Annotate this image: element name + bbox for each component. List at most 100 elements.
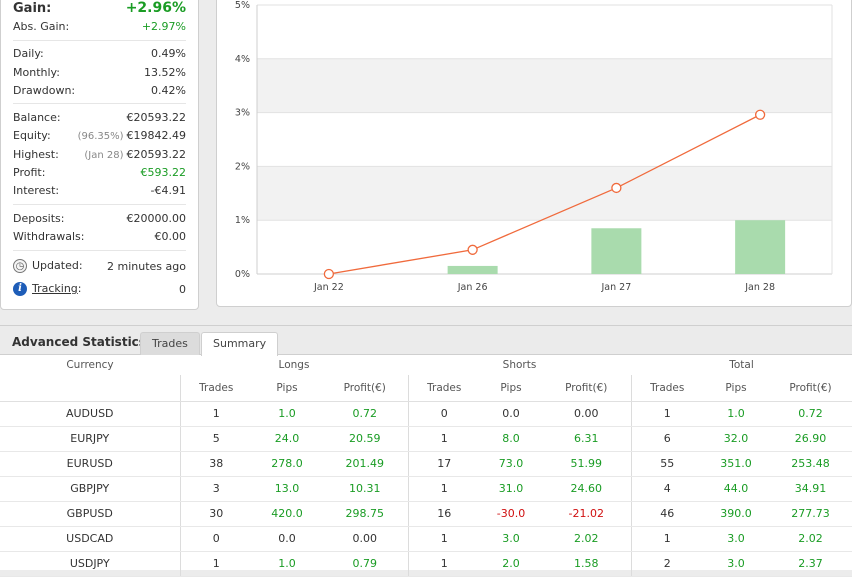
highest-note: (Jan 28) bbox=[84, 149, 124, 161]
data-point bbox=[611, 182, 622, 194]
bar bbox=[591, 228, 642, 274]
currency-header: Currency bbox=[66, 359, 114, 371]
deposits-label: Deposits: bbox=[13, 211, 65, 225]
daily-value: 0.49% bbox=[151, 47, 186, 61]
table-row: USDCAD 0 0.0 0.00 1 3.0 2.02 1 3.0 2.02 bbox=[0, 526, 852, 552]
daily-row: Daily: 0.49% bbox=[13, 45, 186, 63]
longs-trades-header: Trades bbox=[180, 375, 252, 402]
gain-label: Gain: bbox=[13, 0, 52, 16]
shorts-trades-header: Trades bbox=[408, 375, 480, 402]
table-row: AUDUSD 1 1.0 0.72 0 0.0 0.00 1 1.0 0.72 bbox=[0, 401, 852, 427]
x-tick-label: Jan 26 bbox=[457, 282, 488, 293]
monthly-label: Monthly: bbox=[13, 65, 60, 79]
balance-row: Balance: €20593.22 bbox=[13, 108, 186, 126]
withdrawals-label: Withdrawals: bbox=[13, 229, 85, 243]
y-tick-label: 2% bbox=[235, 161, 250, 172]
abs-gain-row: Abs. Gain: +2.97% bbox=[13, 17, 186, 35]
withdrawals-row: Withdrawals: €0.00 bbox=[13, 227, 186, 245]
gain-value: +2.96% bbox=[125, 0, 186, 17]
deposits-row: Deposits: €20000.00 bbox=[13, 209, 186, 227]
monthly-row: Monthly: 13.52% bbox=[13, 63, 186, 81]
shorts-header: Shorts bbox=[502, 359, 537, 371]
y-tick-label: 4% bbox=[235, 54, 250, 65]
updated-value: 2 minutes ago bbox=[107, 259, 186, 273]
updated-row: ◷ Updated: 2 minutes ago bbox=[13, 255, 186, 278]
table-row: GBPUSD 30 420.0 298.75 16 -30.0 -21.02 4… bbox=[0, 501, 852, 527]
table-row: EURJPY 5 24.0 20.59 1 8.0 6.31 6 32.0 26… bbox=[0, 426, 852, 452]
drawdown-row: Drawdown: 0.42% bbox=[13, 81, 186, 99]
total-pips-header: Pips bbox=[703, 375, 769, 402]
shorts-pips-header: Pips bbox=[480, 375, 542, 402]
total-header: Total bbox=[729, 359, 754, 371]
advanced-statistics-panel: Advanced Statistics Trades Summary Curre… bbox=[0, 325, 852, 577]
bar bbox=[447, 265, 498, 274]
data-point bbox=[754, 109, 766, 120]
tracking-value: 0 bbox=[179, 282, 186, 296]
equity-value: €19842.49 bbox=[126, 129, 187, 143]
grid-band bbox=[257, 58, 832, 113]
bar bbox=[735, 220, 786, 274]
highest-value: €20593.22 bbox=[126, 147, 187, 161]
growth-chart: 0% 1% 2% 3% 4% 5% Jan 22 Jan 26 Jan 27 Jan 28 bbox=[235, 0, 833, 293]
updated-label: Updated: bbox=[32, 259, 83, 273]
gain-row: Gain: +2.96% bbox=[13, 0, 186, 17]
longs-header: Longs bbox=[278, 359, 310, 371]
y-tick-label: 1% bbox=[235, 215, 250, 226]
y-tick-label: 0% bbox=[235, 269, 250, 280]
advanced-statistics-header: Advanced Statistics Trades Summary bbox=[0, 326, 852, 356]
tracking-row: i Tracking: 0 bbox=[13, 278, 186, 301]
equity-note: (96.35%) bbox=[77, 131, 124, 143]
y-tick-label: 3% bbox=[235, 108, 250, 119]
profit-value: €593.22 bbox=[140, 166, 187, 180]
equity-label: Equity: bbox=[13, 129, 51, 143]
longs-pips-header: Pips bbox=[252, 375, 322, 402]
series-line bbox=[328, 114, 761, 275]
tab-trades[interactable]: Trades bbox=[140, 332, 200, 355]
profit-label: Profit: bbox=[13, 166, 46, 180]
table-row: GBPJPY 3 13.0 10.31 1 31.0 24.60 4 44.0 … bbox=[0, 476, 852, 502]
daily-label: Daily: bbox=[13, 47, 44, 61]
withdrawals-value: €0.00 bbox=[154, 229, 187, 243]
x-tick-label: Jan 22 bbox=[313, 282, 344, 293]
total-trades-header: Trades bbox=[631, 375, 703, 402]
abs-gain-value: +2.97% bbox=[141, 19, 186, 33]
tracking-link[interactable]: Tracking bbox=[32, 282, 78, 296]
interest-value: -€4.91 bbox=[150, 184, 186, 198]
balance-value: €20593.22 bbox=[126, 111, 187, 125]
table-row: EURUSD 38 278.0 201.49 17 73.0 51.99 55 … bbox=[0, 451, 852, 477]
summary-table: Currency Longs Shorts Total Trades Pips … bbox=[0, 355, 852, 577]
account-stats-panel: Gain: +2.96% Abs. Gain: +2.97% Daily: 0.… bbox=[0, 0, 199, 310]
y-tick-label: 5% bbox=[235, 0, 250, 11]
group-header-row: Currency Longs Shorts Total bbox=[0, 355, 852, 375]
x-tick-label: Jan 28 bbox=[744, 282, 775, 293]
gain-group: Gain: +2.96% Abs. Gain: +2.97% bbox=[13, 0, 186, 41]
advanced-statistics-title: Advanced Statistics bbox=[12, 335, 146, 349]
clock-icon: ◷ bbox=[13, 259, 27, 274]
highest-label: Highest: bbox=[13, 147, 59, 161]
status-group: ◷ Updated: 2 minutes ago i Tracking: 0 bbox=[13, 251, 186, 305]
deposits-value: €20000.00 bbox=[126, 211, 187, 225]
data-point bbox=[467, 244, 478, 255]
rates-group: Daily: 0.49% Monthly: 13.52% Drawdown: 0… bbox=[13, 41, 186, 105]
info-icon: i bbox=[13, 282, 27, 297]
monthly-value: 13.52% bbox=[144, 65, 186, 79]
growth-chart-panel: 0% 1% 2% 3% 4% 5% Jan 22 Jan 26 Jan 27 Jan 28 bbox=[216, 0, 852, 307]
balance-group: Balance: €20593.22 Equity: (96.35%) €1984… bbox=[13, 104, 187, 205]
drawdown-label: Drawdown: bbox=[13, 83, 76, 97]
abs-gain-label: Abs. Gain: bbox=[13, 19, 70, 33]
profit-row: Profit: €593.22 bbox=[13, 163, 186, 181]
tab-summary[interactable]: Summary bbox=[201, 332, 279, 356]
data-point bbox=[323, 268, 335, 280]
equity-row: Equity: (96.35%) €19842.49 bbox=[13, 127, 186, 145]
interest-row: Interest: -€4.91 bbox=[13, 182, 186, 200]
x-tick-label: Jan 27 bbox=[600, 282, 631, 293]
total-profit-header: Profit(€) bbox=[769, 375, 852, 402]
balance-label: Balance: bbox=[13, 111, 61, 125]
tracking-colon: : bbox=[77, 282, 82, 296]
deposits-group: Deposits: €20000.00 Withdrawals: €0.00 bbox=[13, 205, 186, 251]
interest-label: Interest: bbox=[13, 184, 60, 198]
table-row: USDJPY 1 1.0 0.79 1 2.0 1.58 2 3.0 2.37 bbox=[0, 551, 852, 577]
drawdown-value: 0.42% bbox=[151, 83, 186, 97]
longs-profit-header: Profit(€) bbox=[322, 375, 409, 402]
grid-band bbox=[257, 166, 832, 221]
